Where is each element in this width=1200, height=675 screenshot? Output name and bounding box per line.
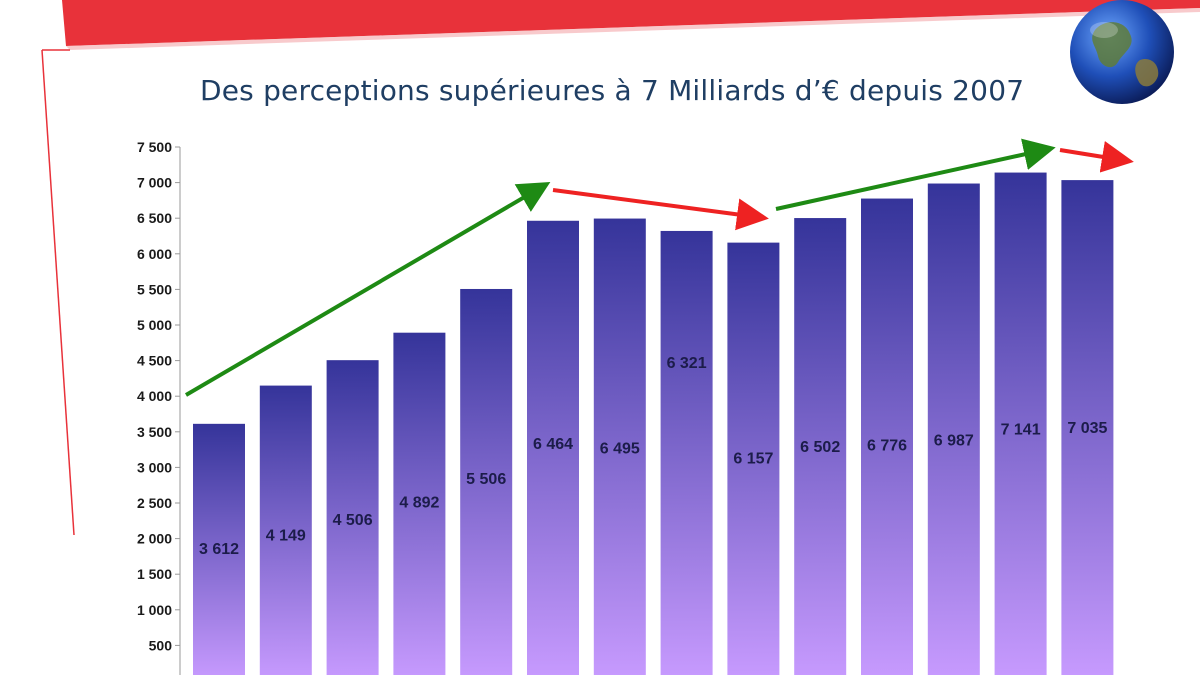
data-label: 3 612 bbox=[199, 541, 239, 558]
bar bbox=[193, 423, 245, 675]
data-label: 4 506 bbox=[333, 512, 373, 529]
trend-arrow-down bbox=[1059, 141, 1134, 173]
bar bbox=[727, 242, 780, 675]
y-tick-label: 4 000 bbox=[137, 388, 172, 404]
data-label: 4 892 bbox=[399, 495, 439, 512]
y-tick-label: 3 000 bbox=[137, 459, 172, 475]
y-tick-label: 5 000 bbox=[137, 317, 172, 333]
y-tick-label: 7 500 bbox=[137, 139, 172, 155]
y-axis: 500 1 000 1 500 2 000 2 500 3 000 3 500 4 000 4 … bbox=[137, 139, 181, 675]
y-tick-label: 500 bbox=[149, 637, 173, 653]
chart-title: Des perceptions supérieures à 7 Milliard… bbox=[200, 74, 1025, 107]
y-tick-label: 6 000 bbox=[137, 246, 172, 262]
trend-arrow-up bbox=[775, 138, 1056, 211]
data-labels-group: 3 612 4 149 4 506 4 892 5 506 6 464 6 495 6 321… bbox=[199, 355, 1108, 558]
bar bbox=[259, 385, 312, 675]
banner-shadow bbox=[66, 8, 1200, 50]
data-label: 6 495 bbox=[600, 441, 640, 458]
bar bbox=[660, 230, 713, 675]
data-label: 6 776 bbox=[867, 438, 907, 455]
data-label: 7 035 bbox=[1067, 420, 1107, 437]
bar bbox=[393, 332, 446, 675]
bar bbox=[326, 360, 379, 675]
bar bbox=[460, 288, 513, 675]
bar bbox=[994, 172, 1047, 675]
bar bbox=[593, 218, 646, 675]
data-label: 7 141 bbox=[1001, 422, 1041, 439]
y-tick-label: 6 500 bbox=[137, 210, 172, 226]
y-tick-label: 1 500 bbox=[137, 566, 172, 582]
globe-icon bbox=[1070, 0, 1174, 104]
data-label: 6 157 bbox=[733, 451, 773, 468]
red-banner bbox=[62, 0, 1200, 46]
trend-arrow-down bbox=[552, 188, 769, 231]
bar bbox=[861, 198, 913, 675]
bar bbox=[527, 220, 579, 675]
data-label: 6 321 bbox=[667, 355, 707, 372]
data-label: 6 464 bbox=[533, 436, 573, 453]
y-tick-label: 7 000 bbox=[137, 175, 172, 191]
bar bbox=[794, 218, 847, 675]
data-label: 6 987 bbox=[934, 433, 974, 450]
trend-arrow-up bbox=[184, 181, 551, 397]
y-tick-label: 1 000 bbox=[137, 602, 172, 618]
y-tick-label: 2 000 bbox=[137, 531, 172, 547]
y-tick-label: 4 500 bbox=[137, 353, 172, 369]
bar bbox=[1061, 180, 1114, 675]
bar bbox=[927, 183, 980, 675]
y-tick-label: 2 500 bbox=[137, 495, 172, 511]
y-tick-label: 3 500 bbox=[137, 424, 172, 440]
y-tick-label: 5 500 bbox=[137, 281, 172, 297]
sheet-edge-line bbox=[41, 49, 75, 536]
data-label: 5 506 bbox=[466, 471, 506, 488]
data-label: 4 149 bbox=[266, 528, 306, 545]
bars-group bbox=[193, 172, 1114, 675]
data-label: 6 502 bbox=[800, 439, 840, 456]
trend-arrows-group bbox=[184, 138, 1134, 397]
